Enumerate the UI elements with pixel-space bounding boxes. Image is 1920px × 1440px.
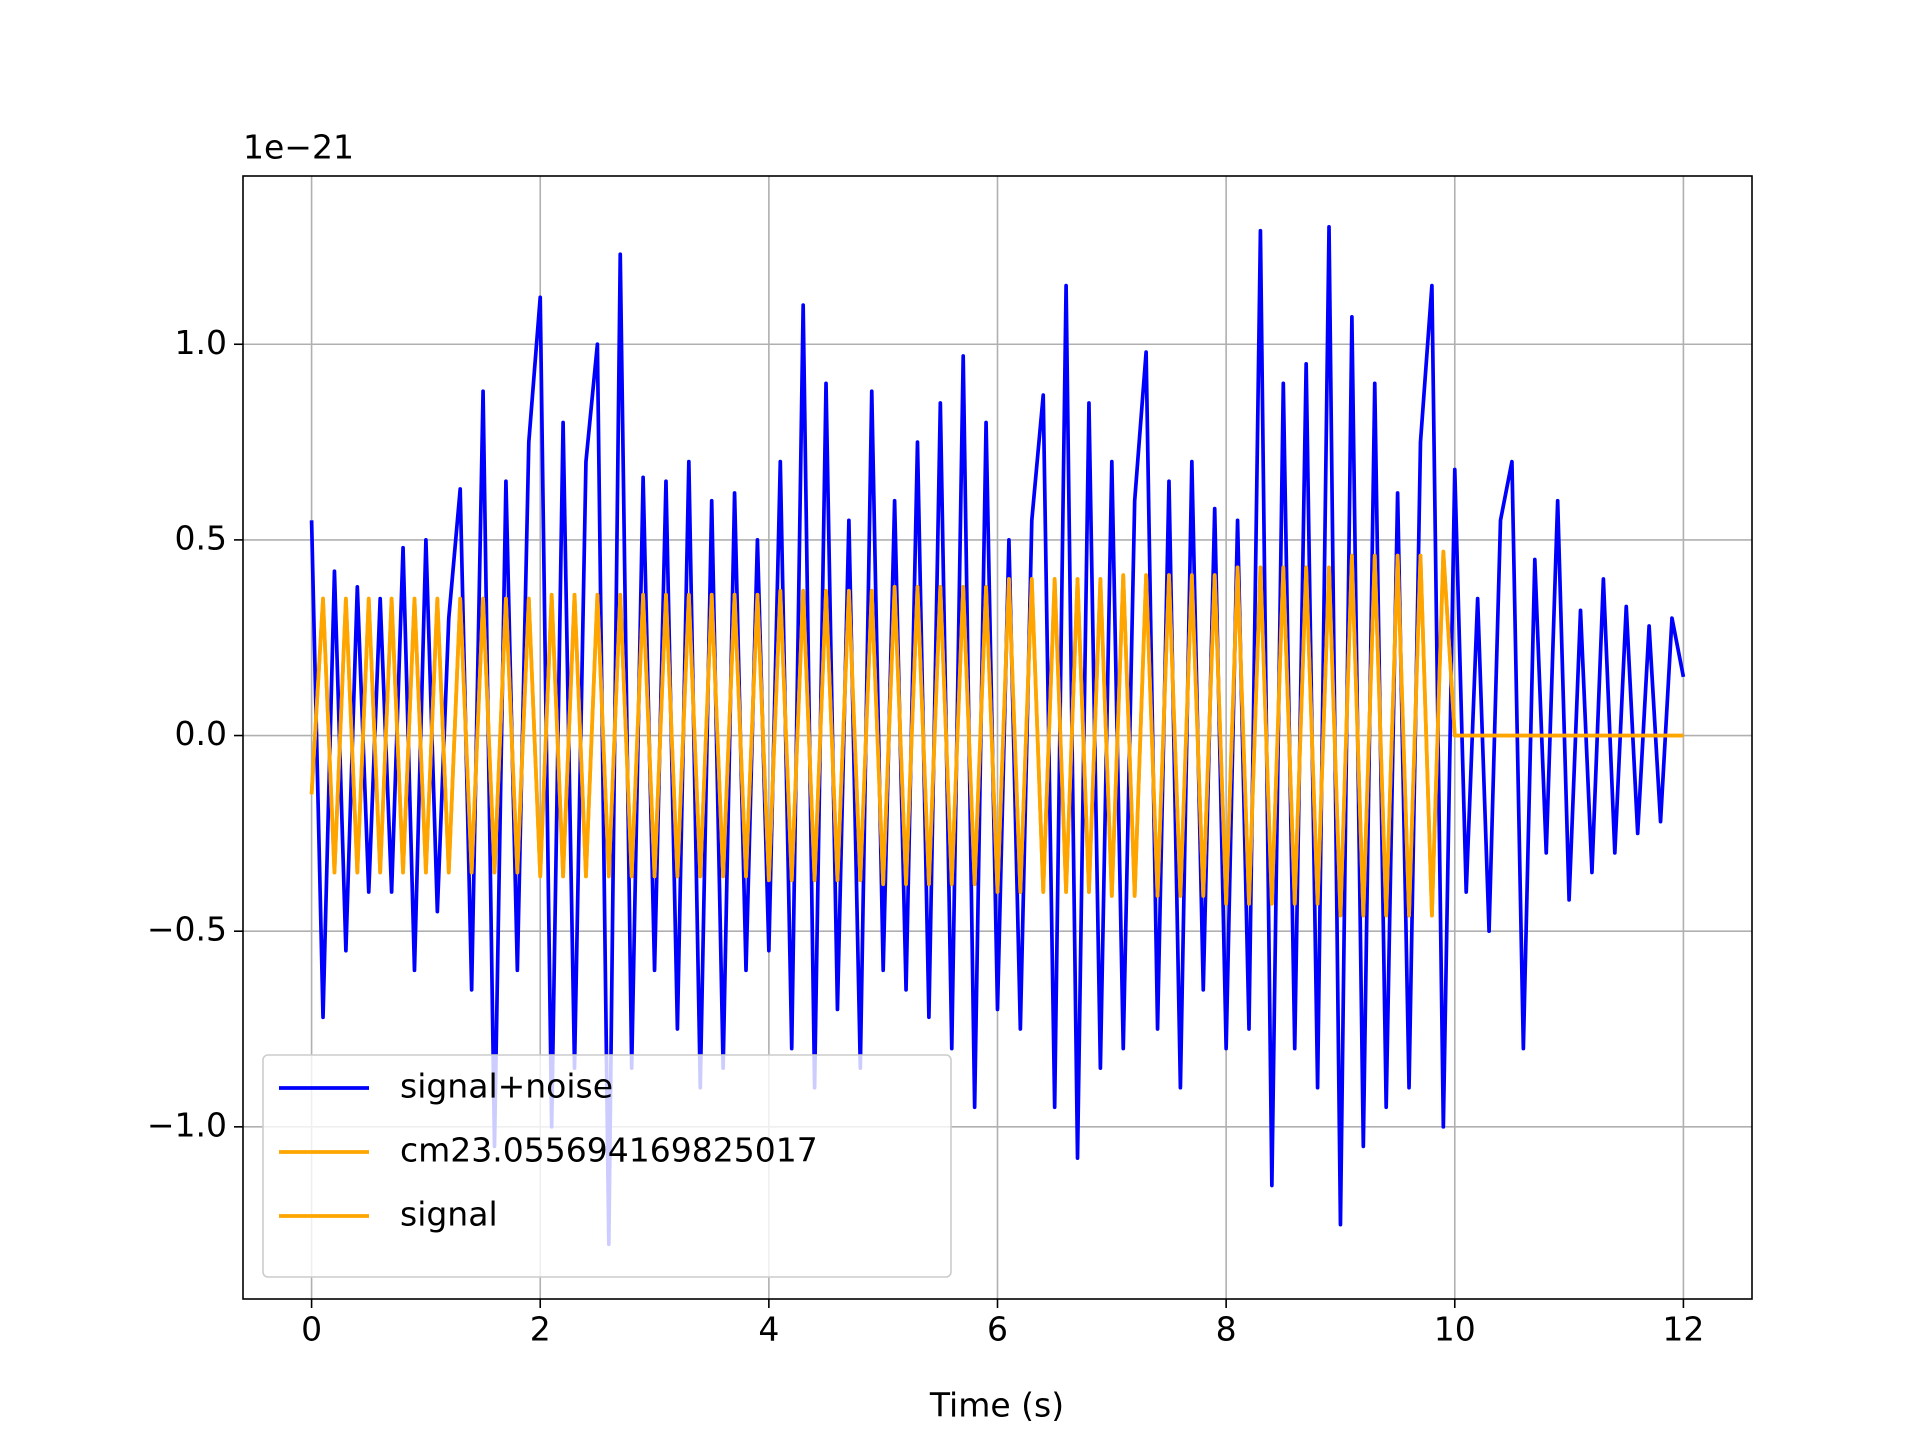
plot-lines	[309, 225, 1686, 1247]
x-tick-label: 10	[1434, 1310, 1476, 1349]
y-tick-label: −1.0	[147, 1105, 227, 1144]
x-tick-label: 4	[758, 1310, 779, 1349]
legend-label: signal+noise	[400, 1067, 613, 1106]
legend-label: signal	[400, 1195, 498, 1234]
x-axis-label: Time (s)	[929, 1386, 1064, 1425]
x-tick-label: 2	[530, 1310, 551, 1349]
legend-label: cm23.055694169825017	[400, 1131, 818, 1170]
legend-box	[262, 1054, 952, 1278]
y-tick-label: 1.0	[175, 323, 227, 362]
legend: signal+noise cm23.055694169825017 signal	[262, 1054, 952, 1278]
y-tick-label: −0.5	[147, 910, 227, 949]
x-tick-label: 12	[1662, 1310, 1704, 1349]
series-line	[309, 549, 1684, 918]
ticks: 0 2 4 6 8 10 12 −1.0 −0.5 0.0 0.5 1.0	[147, 323, 1705, 1349]
y-tick-label: 0.0	[175, 714, 227, 753]
x-tick-label: 0	[301, 1310, 322, 1349]
series-line	[309, 225, 1686, 1247]
offset-label: 1e−21	[243, 128, 354, 167]
x-tick-label: 6	[987, 1310, 1008, 1349]
x-tick-label: 8	[1216, 1310, 1237, 1349]
y-tick-label: 0.5	[175, 518, 227, 557]
